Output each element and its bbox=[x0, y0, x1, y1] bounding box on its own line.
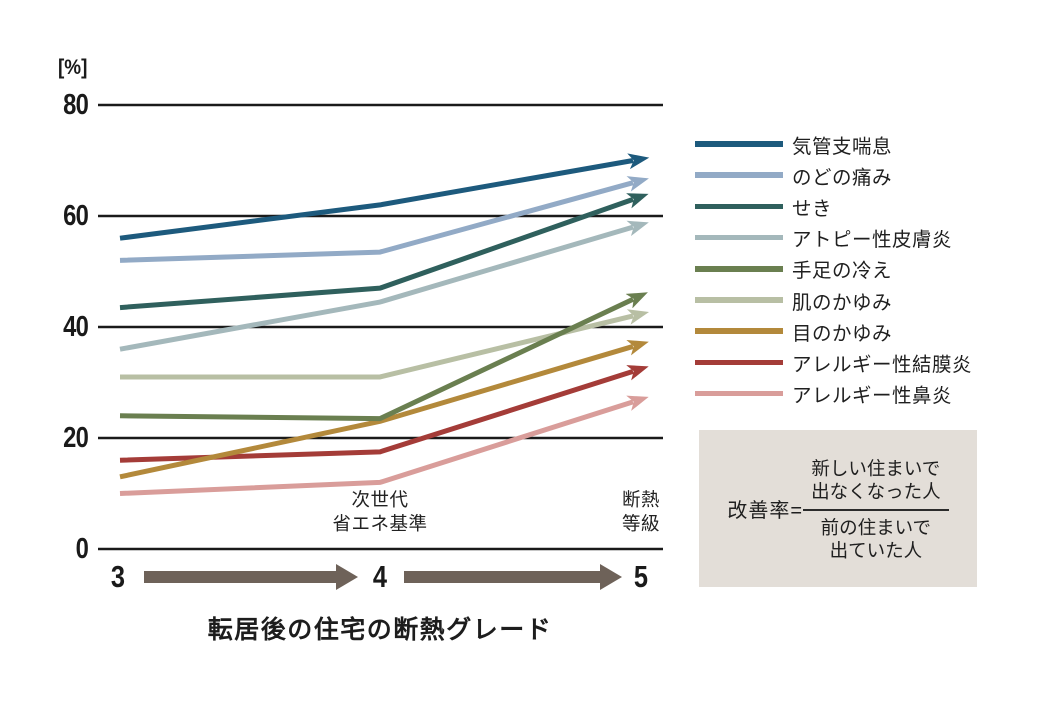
formula-fraction: 新しい住まいで 出なくなった人 前の住まいで 出ていた人 bbox=[803, 455, 949, 563]
legend-label: 手足の冷え bbox=[792, 260, 893, 283]
series-line-0 bbox=[119, 153, 650, 241]
y-tick-label-20: 20 bbox=[63, 422, 89, 454]
legend-item-2: せき bbox=[695, 192, 832, 220]
x-annotation-line: 省エネ基準 bbox=[332, 512, 428, 534]
legend-item-1: のどの痛み bbox=[695, 161, 892, 189]
formula-box: 改善率= 新しい住まいで 出なくなった人 前の住まいで 出ていた人 bbox=[699, 430, 977, 587]
legend-label: アレルギー性結膜炎 bbox=[792, 353, 973, 376]
legend-label: のどの痛み bbox=[792, 166, 893, 189]
chart-title: 転居後の住宅の断熱グレード bbox=[207, 616, 553, 644]
y-tick-label-80: 80 bbox=[63, 89, 89, 121]
legend-item-7: アレルギー性結膜炎 bbox=[695, 348, 972, 376]
legend-line-swatch bbox=[695, 172, 783, 178]
x-annotation-line: 次世代 bbox=[351, 489, 409, 510]
legend-item-0: 気管支喘息 bbox=[695, 130, 892, 158]
x-annotation-grade-4: 次世代 省エネ基準 bbox=[280, 488, 480, 535]
y-tick-label-0: 0 bbox=[75, 533, 89, 565]
y-tick-label-60: 60 bbox=[63, 200, 89, 232]
legend-label: アレルギー性鼻炎 bbox=[792, 385, 953, 408]
formula-denominator-line-1: 前の住まいで bbox=[820, 516, 932, 538]
series-line-8 bbox=[119, 395, 649, 496]
x-annotation-line: 断熱 bbox=[621, 489, 660, 510]
grade-3-to-4-arrow bbox=[144, 571, 336, 583]
series-line-4 bbox=[119, 292, 648, 422]
legend-label: せき bbox=[792, 197, 833, 220]
y-axis-unit-label: [%] bbox=[58, 56, 88, 79]
legend-item-8: アレルギー性鼻炎 bbox=[695, 380, 952, 408]
legend-line-swatch bbox=[695, 297, 783, 303]
legend-item-4: 手足の冷え bbox=[695, 255, 892, 283]
legend-line-swatch bbox=[695, 390, 783, 397]
legend-item-5: 肌のかゆみ bbox=[695, 286, 892, 314]
legend-label: 気管支喘息 bbox=[792, 135, 893, 158]
x-tick-label-5: 5 bbox=[633, 559, 649, 594]
legend-label: 目のかゆみ bbox=[792, 322, 893, 345]
grade-4-to-5-arrow bbox=[404, 571, 600, 583]
legend-line-swatch bbox=[695, 141, 783, 147]
legend-label: アトピー性皮膚炎 bbox=[792, 229, 953, 252]
series-line-1 bbox=[119, 176, 649, 263]
legend-line-swatch bbox=[695, 359, 783, 366]
legend-line-swatch bbox=[695, 328, 783, 334]
formula-numerator: 新しい住まいで 出なくなった人 bbox=[803, 455, 949, 511]
legend-line-swatch bbox=[695, 266, 783, 272]
formula-numerator-line-1: 新しい住まいで bbox=[811, 457, 941, 479]
x-tick-label-4: 4 bbox=[372, 559, 388, 594]
legend-label: 肌のかゆみ bbox=[792, 291, 893, 314]
legend-line-swatch bbox=[695, 203, 783, 210]
formula-denominator-line-2: 出ていた人 bbox=[829, 540, 923, 561]
legend-item-6: 目のかゆみ bbox=[695, 317, 892, 345]
legend-line-swatch bbox=[695, 234, 783, 241]
formula-label: 改善率= bbox=[727, 500, 804, 522]
formula-denominator: 前の住まいで 出ていた人 bbox=[803, 511, 949, 563]
x-annotation-grade-5: 断熱 等級 bbox=[541, 488, 741, 535]
series-line-6 bbox=[119, 340, 649, 480]
legend-item-3: アトピー性皮膚炎 bbox=[695, 224, 952, 252]
series-line-2 bbox=[119, 193, 649, 311]
x-tick-label-3: 3 bbox=[110, 559, 126, 594]
x-annotation-line: 等級 bbox=[621, 512, 660, 534]
series-line-5 bbox=[120, 309, 650, 380]
y-tick-label-40: 40 bbox=[63, 311, 89, 343]
formula-numerator-line-2: 出なくなった人 bbox=[811, 481, 941, 502]
series-line-3 bbox=[119, 220, 649, 352]
